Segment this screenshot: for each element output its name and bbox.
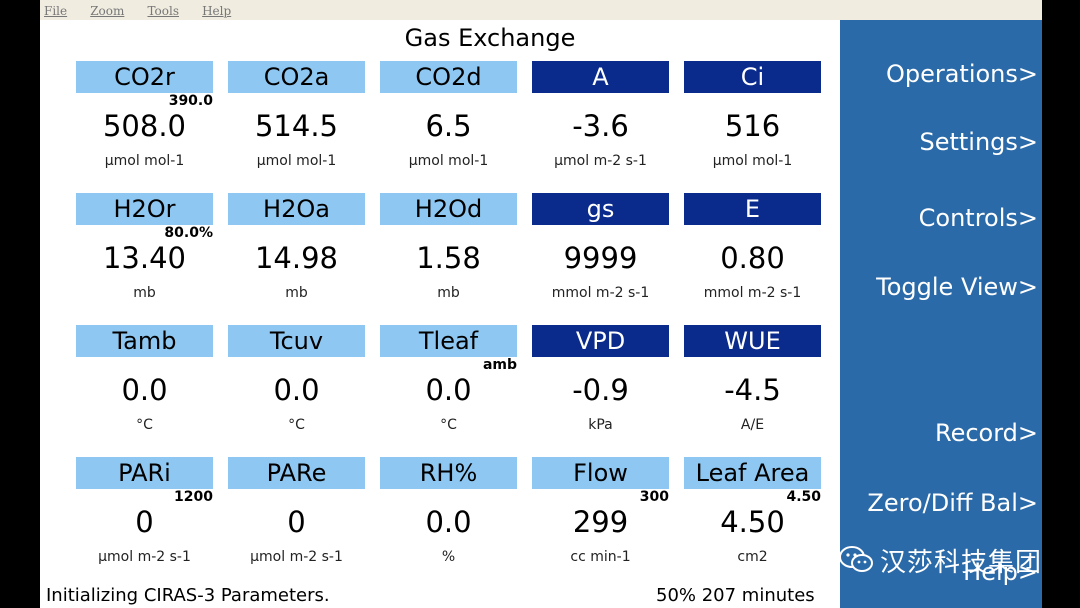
unit-pare: µmol m-2 s-1	[250, 549, 343, 565]
value-tamb: 0.0	[121, 373, 168, 407]
tile-tamb[interactable]: Tamb	[76, 325, 213, 357]
wechat-icon	[838, 545, 874, 575]
sidebar-menu: Operations> Settings> Controls> Toggle V…	[840, 20, 1042, 608]
value-ci: 516	[724, 109, 781, 143]
unit-h2or: mb	[133, 285, 156, 301]
value-pari: 0	[135, 505, 154, 539]
tile-pari[interactable]: PARi	[76, 457, 213, 489]
unit-h2oa: mb	[285, 285, 308, 301]
tile-h2od[interactable]: H2Od	[380, 193, 517, 225]
value-tcuv: 0.0	[273, 373, 320, 407]
menu-file[interactable]: File	[44, 4, 68, 18]
unit-e: mmol m-2 s-1	[703, 285, 802, 301]
value-gs: 9999	[563, 241, 638, 275]
tile-leaf-area[interactable]: Leaf Area	[684, 457, 821, 489]
tile-tcuv[interactable]: Tcuv	[228, 325, 365, 357]
unit-gs: mmol m-2 s-1	[551, 285, 650, 301]
value-h2or: 13.40	[102, 241, 187, 275]
menu-zoom[interactable]: Zoom	[90, 4, 125, 18]
tile-co2r[interactable]: CO2r	[76, 61, 213, 93]
unit-co2r: µmol mol-1	[104, 153, 185, 169]
unit-tcuv: °C	[288, 417, 305, 433]
setpoint-flow: 300	[639, 489, 669, 505]
tile-h2or[interactable]: H2Or	[76, 193, 213, 225]
unit-tleaf: °C	[440, 417, 457, 433]
tile-co2a[interactable]: CO2a	[228, 61, 365, 93]
sidebar-item-help[interactable]: Help>	[963, 558, 1038, 586]
tile-ci[interactable]: Ci	[684, 61, 821, 93]
tile-vpd[interactable]: VPD	[532, 325, 669, 357]
sidebar-item-record[interactable]: Record>	[934, 419, 1038, 447]
value-flow: 299	[572, 505, 629, 539]
status-message: Initializing CIRAS-3 Parameters.	[46, 585, 330, 606]
unit-a: µmol m-2 s-1	[554, 153, 647, 169]
value-rh: 0.0	[425, 505, 472, 539]
unit-h2od: mb	[437, 285, 460, 301]
unit-co2a: µmol mol-1	[256, 153, 337, 169]
gas-exchange-panel: Gas Exchange CO2r 390.0 508.0 µmol mol-1 CO2…	[40, 20, 840, 608]
value-vpd: -0.9	[572, 373, 629, 407]
menu-tools[interactable]: Tools	[147, 4, 179, 18]
unit-pari: µmol m-2 s-1	[98, 549, 191, 565]
setpoint-leaf-area: 4.50	[786, 489, 821, 505]
value-leaf-area: 4.50	[720, 505, 785, 539]
value-co2a: 514.5	[254, 109, 339, 143]
value-tleaf: 0.0	[425, 373, 472, 407]
tile-tleaf[interactable]: Tleaf	[380, 325, 517, 357]
unit-rh: %	[441, 549, 456, 565]
tile-rh[interactable]: RH%	[380, 457, 517, 489]
tile-h2oa[interactable]: H2Oa	[228, 193, 365, 225]
sidebar-item-zero-diff-bal[interactable]: Zero/Diff Bal>	[867, 489, 1038, 517]
menu-help[interactable]: Help	[202, 4, 232, 18]
unit-tamb: °C	[136, 417, 153, 433]
tile-gs[interactable]: gs	[532, 193, 669, 225]
right-border	[1042, 0, 1080, 608]
sidebar-item-toggle-view[interactable]: Toggle View>	[876, 273, 1038, 301]
watermark-text: 汉莎科技集团	[880, 547, 1043, 578]
value-h2oa: 14.98	[254, 241, 339, 275]
unit-flow: cc min-1	[570, 549, 631, 565]
unit-ci: µmol mol-1	[712, 153, 793, 169]
value-pare: 0	[287, 505, 306, 539]
page-title: Gas Exchange	[404, 24, 576, 52]
tile-a[interactable]: A	[532, 61, 669, 93]
sidebar-item-settings[interactable]: Settings>	[919, 128, 1038, 156]
watermark: 汉莎科技集团	[838, 538, 1042, 582]
unit-co2d: µmol mol-1	[408, 153, 489, 169]
unit-vpd: kPa	[588, 417, 613, 433]
setpoint-pari: 1200	[174, 489, 213, 505]
value-h2od: 1.58	[416, 241, 481, 275]
tile-e[interactable]: E	[684, 193, 821, 225]
sidebar-item-operations[interactable]: Operations>	[885, 60, 1038, 88]
menu-bar: File Zoom Tools Help	[40, 0, 1042, 21]
value-wue: -4.5	[724, 373, 781, 407]
setpoint-tleaf: amb	[482, 357, 517, 373]
unit-leaf-area: cm2	[737, 549, 768, 565]
setpoint-co2r: 390.0	[168, 93, 213, 109]
tile-wue[interactable]: WUE	[684, 325, 821, 357]
value-a: -3.6	[572, 109, 629, 143]
battery-status: 50% 207 minutes	[656, 585, 815, 606]
tile-pare[interactable]: PARe	[228, 457, 365, 489]
value-e: 0.80	[720, 241, 785, 275]
unit-wue: A/E	[740, 417, 765, 433]
tile-flow[interactable]: Flow	[532, 457, 669, 489]
setpoint-h2or: 80.0%	[164, 225, 213, 241]
sidebar-item-controls[interactable]: Controls>	[918, 204, 1038, 232]
left-border	[0, 0, 40, 608]
value-co2r: 508.0	[102, 109, 187, 143]
value-co2d: 6.5	[425, 109, 472, 143]
tile-co2d[interactable]: CO2d	[380, 61, 517, 93]
